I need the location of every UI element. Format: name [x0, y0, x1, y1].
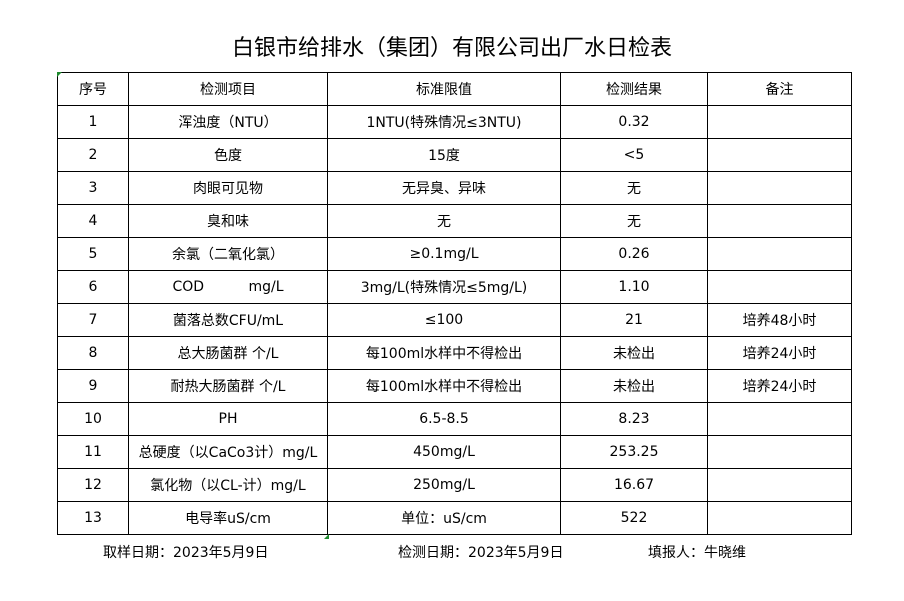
cell-item: 肉眼可见物 — [128, 171, 328, 205]
table-row: 4 臭和味无无 — [57, 204, 852, 238]
cell-seq: 4 — [57, 204, 129, 238]
cell-remark — [707, 105, 852, 139]
cell-item: COD mg/L — [128, 270, 328, 304]
cell-standard: 1NTU(特殊情况≤3NTU) — [327, 105, 561, 139]
cell-remark — [707, 468, 852, 502]
cell-seq: 5 — [57, 237, 129, 271]
page-title: 白银市给排水（集团）有限公司出厂水日检表 — [231, 36, 672, 61]
table-row: 5 余氯（二氧化氯） ≥0.1mg/L 0.26 — [57, 237, 852, 271]
cell-seq: 1 — [57, 105, 129, 139]
cell-standard: 无异臭、异味 — [327, 171, 561, 205]
cell-item: 总硬度（以CaCo3计）mg/L — [128, 435, 328, 469]
cell-seq: 11 — [57, 435, 129, 469]
cell-remark — [707, 402, 852, 436]
table-row: 12 氯化物（以CL-计）mg/L 250mg/L 16.67 — [57, 468, 852, 502]
cell-remark: 培养24小时 — [707, 369, 852, 403]
cell-marker — [57, 72, 62, 77]
cell-item: 余氯（二氧化氯） — [128, 237, 328, 271]
cell-result: 16.67 — [560, 468, 708, 502]
cell-result: 21 — [560, 303, 708, 337]
cell-standard: 每100ml水样中不得检出 — [327, 336, 561, 370]
cell-remark — [707, 171, 852, 205]
cell-remark: 培养48小时 — [707, 303, 852, 337]
cell-standard: ≥0.1mg/L — [327, 237, 561, 271]
table-row: 10 PH 6.5-8.5 8.23 — [57, 402, 852, 436]
cell-standard: 6.5-8.5 — [327, 402, 561, 436]
table-row: 6 COD mg/L 3mg/L(特殊情况≤5mg/L) 1.10 — [57, 270, 852, 304]
cell-result: 0.32 — [560, 105, 708, 139]
cell-item: 总大肠菌群 个/L — [128, 336, 328, 370]
cell-item: 氯化物（以CL-计）mg/L — [128, 468, 328, 502]
cell-result: 未检出 — [560, 336, 708, 370]
header-cell: 检测项目 — [128, 72, 328, 106]
header-cell: 检测结果 — [560, 72, 708, 106]
cell-standard: 15度 — [327, 138, 561, 172]
cell-seq: 8 — [57, 336, 129, 370]
cell-result: 253.25 — [560, 435, 708, 469]
cell-seq: 13 — [57, 501, 129, 535]
cell-standard: 450mg/L — [327, 435, 561, 469]
cell-marker — [324, 534, 329, 539]
table-row: 8 总大肠菌群 个/L 每100ml水样中不得检出 未检出 培养24小时 — [57, 336, 852, 370]
cell-item: 耐热大肠菌群 个/L — [128, 369, 328, 403]
cell-standard: ≤100 — [327, 303, 561, 337]
cell-standard: 单位：uS/cm — [327, 501, 561, 535]
table-row: 13 电导率uS/cm 单位：uS/cm 522 — [57, 501, 852, 535]
cell-item: 色度 — [128, 138, 328, 172]
cell-remark — [707, 501, 852, 535]
table-row: 1 浑浊度（NTU） 1NTU(特殊情况≤3NTU) 0.32 — [57, 105, 852, 139]
cell-remark: 培养24小时 — [707, 336, 852, 370]
cell-result: <5 — [560, 138, 708, 172]
cell-result: 522 — [560, 501, 708, 535]
header-cell: 序号 — [57, 72, 129, 106]
table-row: 9 耐热大肠菌群 个/L 每100ml水样中不得检出 未检出 培养24小时 — [57, 369, 852, 403]
cell-result: 1.10 — [560, 270, 708, 304]
cell-result: 8.23 — [560, 402, 708, 436]
cell-seq: 12 — [57, 468, 129, 502]
cell-seq: 3 — [57, 171, 129, 205]
cell-result: 未检出 — [560, 369, 708, 403]
table-row: 3 肉眼可见物 无异臭、异味无 — [57, 171, 852, 205]
header-row: 序号 检测项目 标准限值 检测结果 备注 — [57, 72, 852, 106]
sampling-date: 取样日期：2023年5月9日 — [103, 545, 269, 561]
reporter: 填报人：牛晓维 — [648, 545, 746, 561]
cell-item: 电导率uS/cm — [128, 501, 328, 535]
cell-result: 0.26 — [560, 237, 708, 271]
cell-remark — [707, 204, 852, 238]
cell-item: 臭和味 — [128, 204, 328, 238]
cell-seq: 10 — [57, 402, 129, 436]
cell-seq: 7 — [57, 303, 129, 337]
cell-remark — [707, 237, 852, 271]
inspection-table: 序号 检测项目 标准限值 检测结果 备注 1 浑浊度（NTU） 1NTU(特殊情况≤… — [57, 72, 852, 535]
cell-result: 无 — [560, 204, 708, 238]
test-date: 检测日期：2023年5月9日 — [398, 545, 564, 561]
cell-standard: 250mg/L — [327, 468, 561, 502]
cell-item: 浑浊度（NTU） — [128, 105, 328, 139]
cell-standard: 无 — [327, 204, 561, 238]
table-row: 11 总硬度（以CaCo3计）mg/L 450mg/L 253.25 — [57, 435, 852, 469]
cell-remark — [707, 138, 852, 172]
cell-standard: 3mg/L(特殊情况≤5mg/L) — [327, 270, 561, 304]
header-cell: 备注 — [707, 72, 852, 106]
cell-item: PH — [128, 402, 328, 436]
cell-seq: 9 — [57, 369, 129, 403]
cell-seq: 2 — [57, 138, 129, 172]
header-cell: 标准限值 — [327, 72, 561, 106]
cell-standard: 每100ml水样中不得检出 — [327, 369, 561, 403]
table-row: 2 色度 15度 <5 — [57, 138, 852, 172]
table-row: 7 菌落总数CFU/mL ≤100 21 培养48小时 — [57, 303, 852, 337]
cell-item: 菌落总数CFU/mL — [128, 303, 328, 337]
cell-remark — [707, 435, 852, 469]
cell-seq: 6 — [57, 270, 129, 304]
cell-remark — [707, 270, 852, 304]
cell-result: 无 — [560, 171, 708, 205]
